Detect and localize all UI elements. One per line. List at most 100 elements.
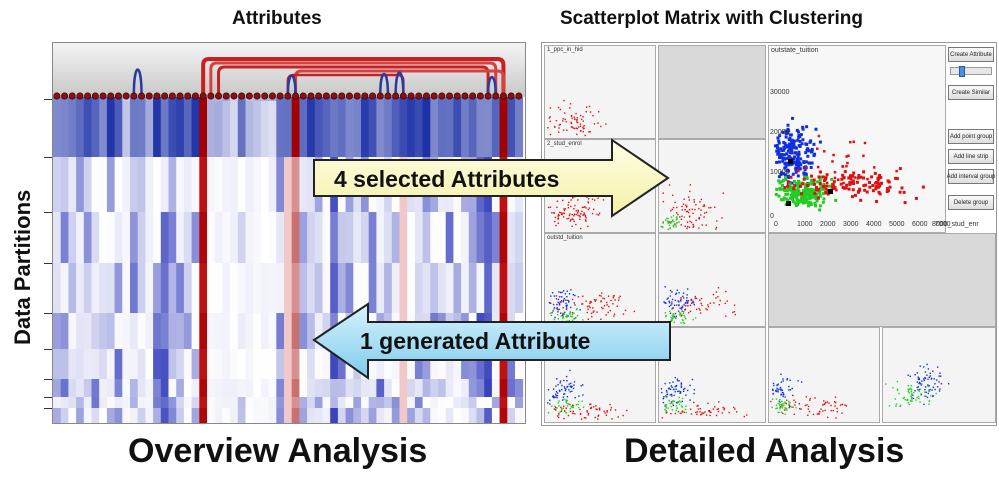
scatter-point [575,308,578,311]
scatter-point [598,214,600,216]
heatmap-cell [507,263,516,313]
scatter-point [903,396,906,399]
scatter-point [684,316,686,318]
scatter-point [671,220,673,223]
heatmap-cell [330,408,339,423]
heatmap-cell [268,379,277,397]
heatmap-cell [222,313,231,349]
scatter-point [576,127,578,130]
scatter-point [594,300,596,302]
scatter-point [617,299,620,301]
scatter-point [735,411,738,413]
main-scatter-point [857,174,861,178]
scatter-point [557,298,560,301]
heatmap-cell [91,379,100,397]
scatter-point [664,395,666,398]
scatter-cell[interactable] [658,327,766,423]
scatter-point [712,293,715,296]
add-point-group-button[interactable]: Add point group [948,129,994,144]
scatter-point [806,404,808,406]
heatmap-cell [284,379,293,397]
heatmap-cell [207,408,216,423]
scatter-point [781,391,784,394]
scatter-cell[interactable] [768,327,880,423]
scatter-point [704,411,706,413]
scatter-point [716,220,718,222]
main-scatter-point [843,170,847,174]
heatmap-cell [491,408,500,423]
scatter-point [939,375,942,377]
scatter-point [794,401,797,403]
scatter-point [674,299,677,302]
heatmap-cell [106,408,115,423]
scatter-point [617,416,619,418]
main-scatter-point [810,161,814,165]
heatmap-cell [68,101,77,157]
scatter-point [680,299,682,302]
scatter-point [563,393,565,395]
heatmap-cell [368,408,377,423]
scatter-point [580,385,582,387]
heatmap-cell [183,313,192,349]
delete-group-button[interactable]: Delete group [948,195,994,210]
main-scatter-point [801,198,805,202]
attribute-dot [438,92,446,100]
scatter-point [596,213,598,216]
scatter-point [669,295,671,297]
scatter-point [924,395,926,397]
main-scatter-point [823,150,826,153]
create-attribute-button[interactable]: Create Attribute [948,47,994,62]
main-scatter-point [876,185,880,189]
scatter-cell[interactable]: 1_ppc_in_hid [544,45,656,139]
scatter-point [702,412,705,414]
heatmap-cell [245,397,254,408]
scatter-point [563,208,565,210]
heatmap-cell [91,263,100,313]
scatterplot-matrix-panel[interactable]: 1_ppc_in_hid 2_stud_enrol outstd_tuition… [541,42,997,426]
scatter-point [605,314,607,316]
scatter-point [562,129,565,131]
scatter-cell[interactable] [882,327,996,423]
create-similar-button[interactable]: Create Similar [948,85,994,100]
scatter-cell[interactable]: outstd_tuition [544,233,656,327]
heatmap-cell [314,397,323,408]
heatmap-cell [299,379,308,397]
scatter-point [679,311,681,314]
heatmap-cell [330,397,339,408]
scatter-point [669,310,671,313]
heatmap-cell [276,379,285,397]
heatmap-cell [122,349,131,379]
scatter-point [916,381,918,383]
scatter-point [671,301,673,303]
scatter-point [609,309,611,312]
scatter-point [605,414,608,416]
heatmap-cell [230,263,239,313]
scatter-point [581,303,583,305]
scatter-point [582,319,584,321]
scatter-cell[interactable] [658,233,766,327]
main-scatter-point [790,148,794,152]
slider-track[interactable] [950,66,992,77]
heatmap-cell [314,263,323,313]
scatter-point [566,296,568,298]
main-scatter-point [782,156,786,160]
scatter-point [807,405,810,408]
main-scatter-point [816,188,820,192]
partition-tick [44,263,52,264]
scatter-point [590,301,593,303]
slider-thumb[interactable] [959,66,965,77]
scatter-point [562,316,565,318]
scatter-point [703,204,705,206]
heatmap-cell [214,397,223,408]
heatmap-cell [137,397,146,408]
main-scatter-point [777,139,781,143]
add-line-strip-button[interactable]: Add line strip [948,149,994,164]
add-interval-group-button[interactable]: Add interval group [947,169,995,184]
heatmap-cell [268,101,277,157]
scatter-point [579,227,582,230]
main-scatter-point [818,170,822,174]
main-scatter-point [822,179,826,183]
scatter-point [923,403,925,406]
scatter-point [552,395,554,397]
main-scatter-point [798,184,802,188]
